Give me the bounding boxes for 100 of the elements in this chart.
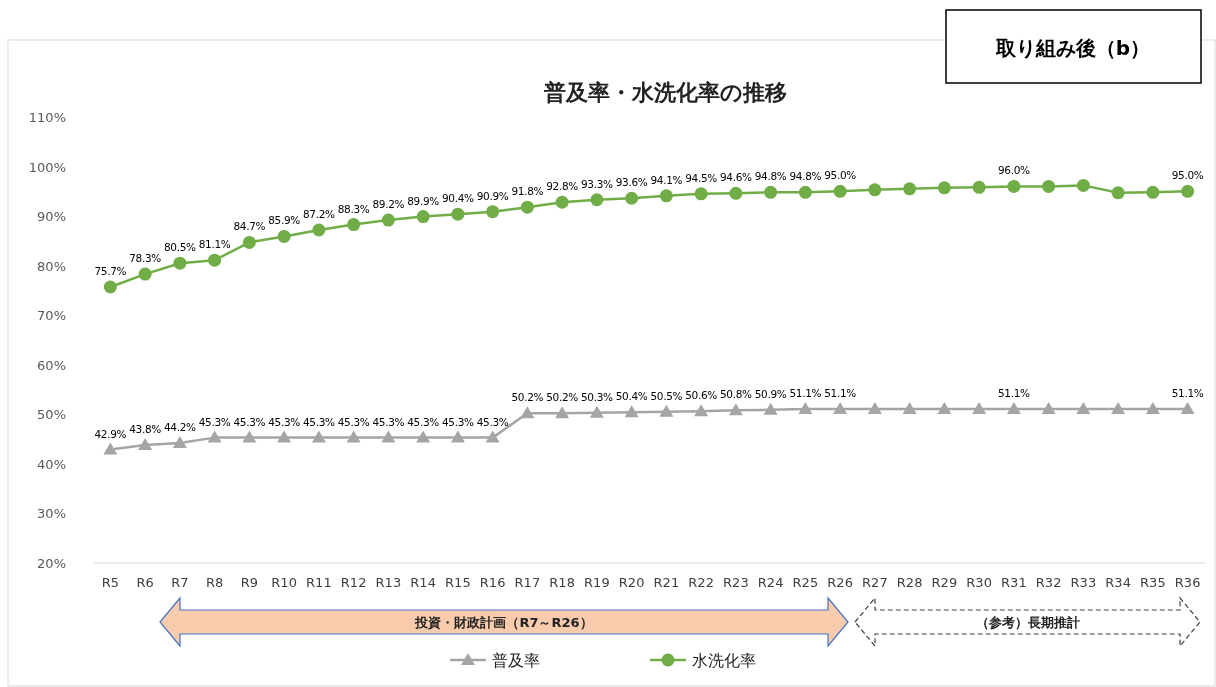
data-label: 94.6% (719, 171, 753, 184)
point (555, 195, 569, 209)
data-label: 89.9% (407, 194, 440, 207)
x-tick-label: R33 (1070, 575, 1097, 590)
x-tick-label: R22 (688, 575, 714, 590)
point (1180, 401, 1195, 414)
point (1111, 186, 1125, 200)
y-tick-label: 90% (37, 209, 66, 225)
x-tick-label: R8 (205, 575, 224, 590)
x-tick-label: R28 (896, 575, 923, 590)
data-label: 93.6% (615, 176, 648, 189)
data-label: 94.1% (650, 173, 683, 186)
data-label: 51.1% (824, 386, 857, 399)
point (450, 430, 465, 443)
x-tick-label: R24 (757, 575, 784, 590)
x-tick-label: R32 (1035, 575, 1062, 590)
data-label: 45.3% (268, 415, 301, 428)
data-label: 45.3% (441, 415, 475, 428)
point (728, 403, 743, 416)
point (1042, 179, 1056, 193)
text: （参考）長期推計 (975, 615, 1080, 630)
data-label: 45.3% (198, 415, 231, 428)
x-tick-label: R16 (479, 575, 506, 590)
data-label: 50.3% (580, 390, 614, 403)
x-tick-label: R19 (584, 575, 610, 590)
data-label: 50.4% (615, 390, 648, 403)
data-label: 95.0% (1171, 169, 1204, 182)
point (1041, 401, 1056, 414)
x-tick-label: R27 (862, 575, 888, 590)
data-label: 51.1% (997, 386, 1031, 399)
x-tick-label: R34 (1105, 575, 1131, 590)
x-tick-label: R17 (514, 575, 541, 590)
point (520, 200, 534, 214)
data-label: 94.5% (685, 171, 718, 184)
x-tick-label: R13 (375, 575, 402, 590)
data-label: 45.3% (372, 415, 405, 428)
data-label: 90.4% (441, 192, 475, 205)
x-tick-label: R9 (240, 575, 259, 590)
point (555, 406, 570, 419)
point (694, 404, 709, 417)
data-label: 44.2% (163, 421, 197, 434)
data-label: 50.5% (650, 389, 683, 402)
point (103, 442, 118, 455)
point (242, 235, 256, 249)
data-label: 91.8% (511, 185, 544, 198)
point (625, 191, 639, 205)
x-tick-label: R20 (618, 575, 645, 590)
point (798, 401, 813, 414)
data-label: 45.3% (302, 415, 336, 428)
point (833, 184, 847, 198)
point (103, 280, 117, 294)
data-label: 51.1% (789, 386, 822, 399)
data-label: 50.2% (511, 391, 544, 404)
data-label: 96.0% (997, 164, 1031, 177)
legend-label: 水洗化率 (692, 651, 756, 670)
point (833, 401, 848, 414)
point (242, 430, 257, 443)
x-tick-label: R36 (1174, 575, 1201, 590)
point (347, 218, 361, 232)
point (1007, 179, 1021, 193)
y-tick-label: 80% (37, 258, 66, 274)
data-label: 93.3% (580, 177, 614, 190)
point (486, 205, 500, 219)
data-label: 78.3% (129, 252, 162, 265)
x-tick-label: R10 (271, 575, 297, 590)
data-label: 43.8% (129, 423, 162, 436)
point (764, 185, 778, 199)
point (1181, 184, 1195, 198)
data-label: 51.1% (1171, 386, 1204, 399)
point (903, 182, 917, 196)
point (208, 253, 222, 267)
point (1145, 401, 1160, 414)
data-label: 50.6% (685, 389, 718, 402)
point (416, 210, 430, 224)
point (763, 402, 778, 415)
data-label: 45.3% (337, 415, 370, 428)
x-tick-label: R12 (340, 575, 367, 590)
point (520, 406, 535, 419)
point (416, 430, 431, 443)
point (729, 186, 743, 200)
point (312, 223, 326, 237)
point (937, 401, 952, 414)
point (451, 207, 465, 221)
point (172, 436, 187, 449)
data-label: 45.3% (476, 415, 509, 428)
point (868, 183, 882, 197)
x-tick-label: R5 (101, 575, 120, 590)
point (1076, 178, 1090, 192)
text: 取り組み後（b） (994, 36, 1151, 60)
x-tick-label: R29 (931, 575, 958, 590)
data-label: 90.9% (476, 189, 509, 202)
x-tick-label: R31 (1001, 575, 1027, 590)
data-label: 92.8% (546, 180, 579, 193)
data-label: 85.9% (268, 214, 301, 227)
y-tick-label: 40% (37, 456, 66, 472)
x-tick-label: R14 (410, 575, 436, 590)
point (798, 185, 812, 199)
point (346, 430, 361, 443)
data-label: 84.7% (233, 220, 266, 233)
point (867, 401, 882, 414)
